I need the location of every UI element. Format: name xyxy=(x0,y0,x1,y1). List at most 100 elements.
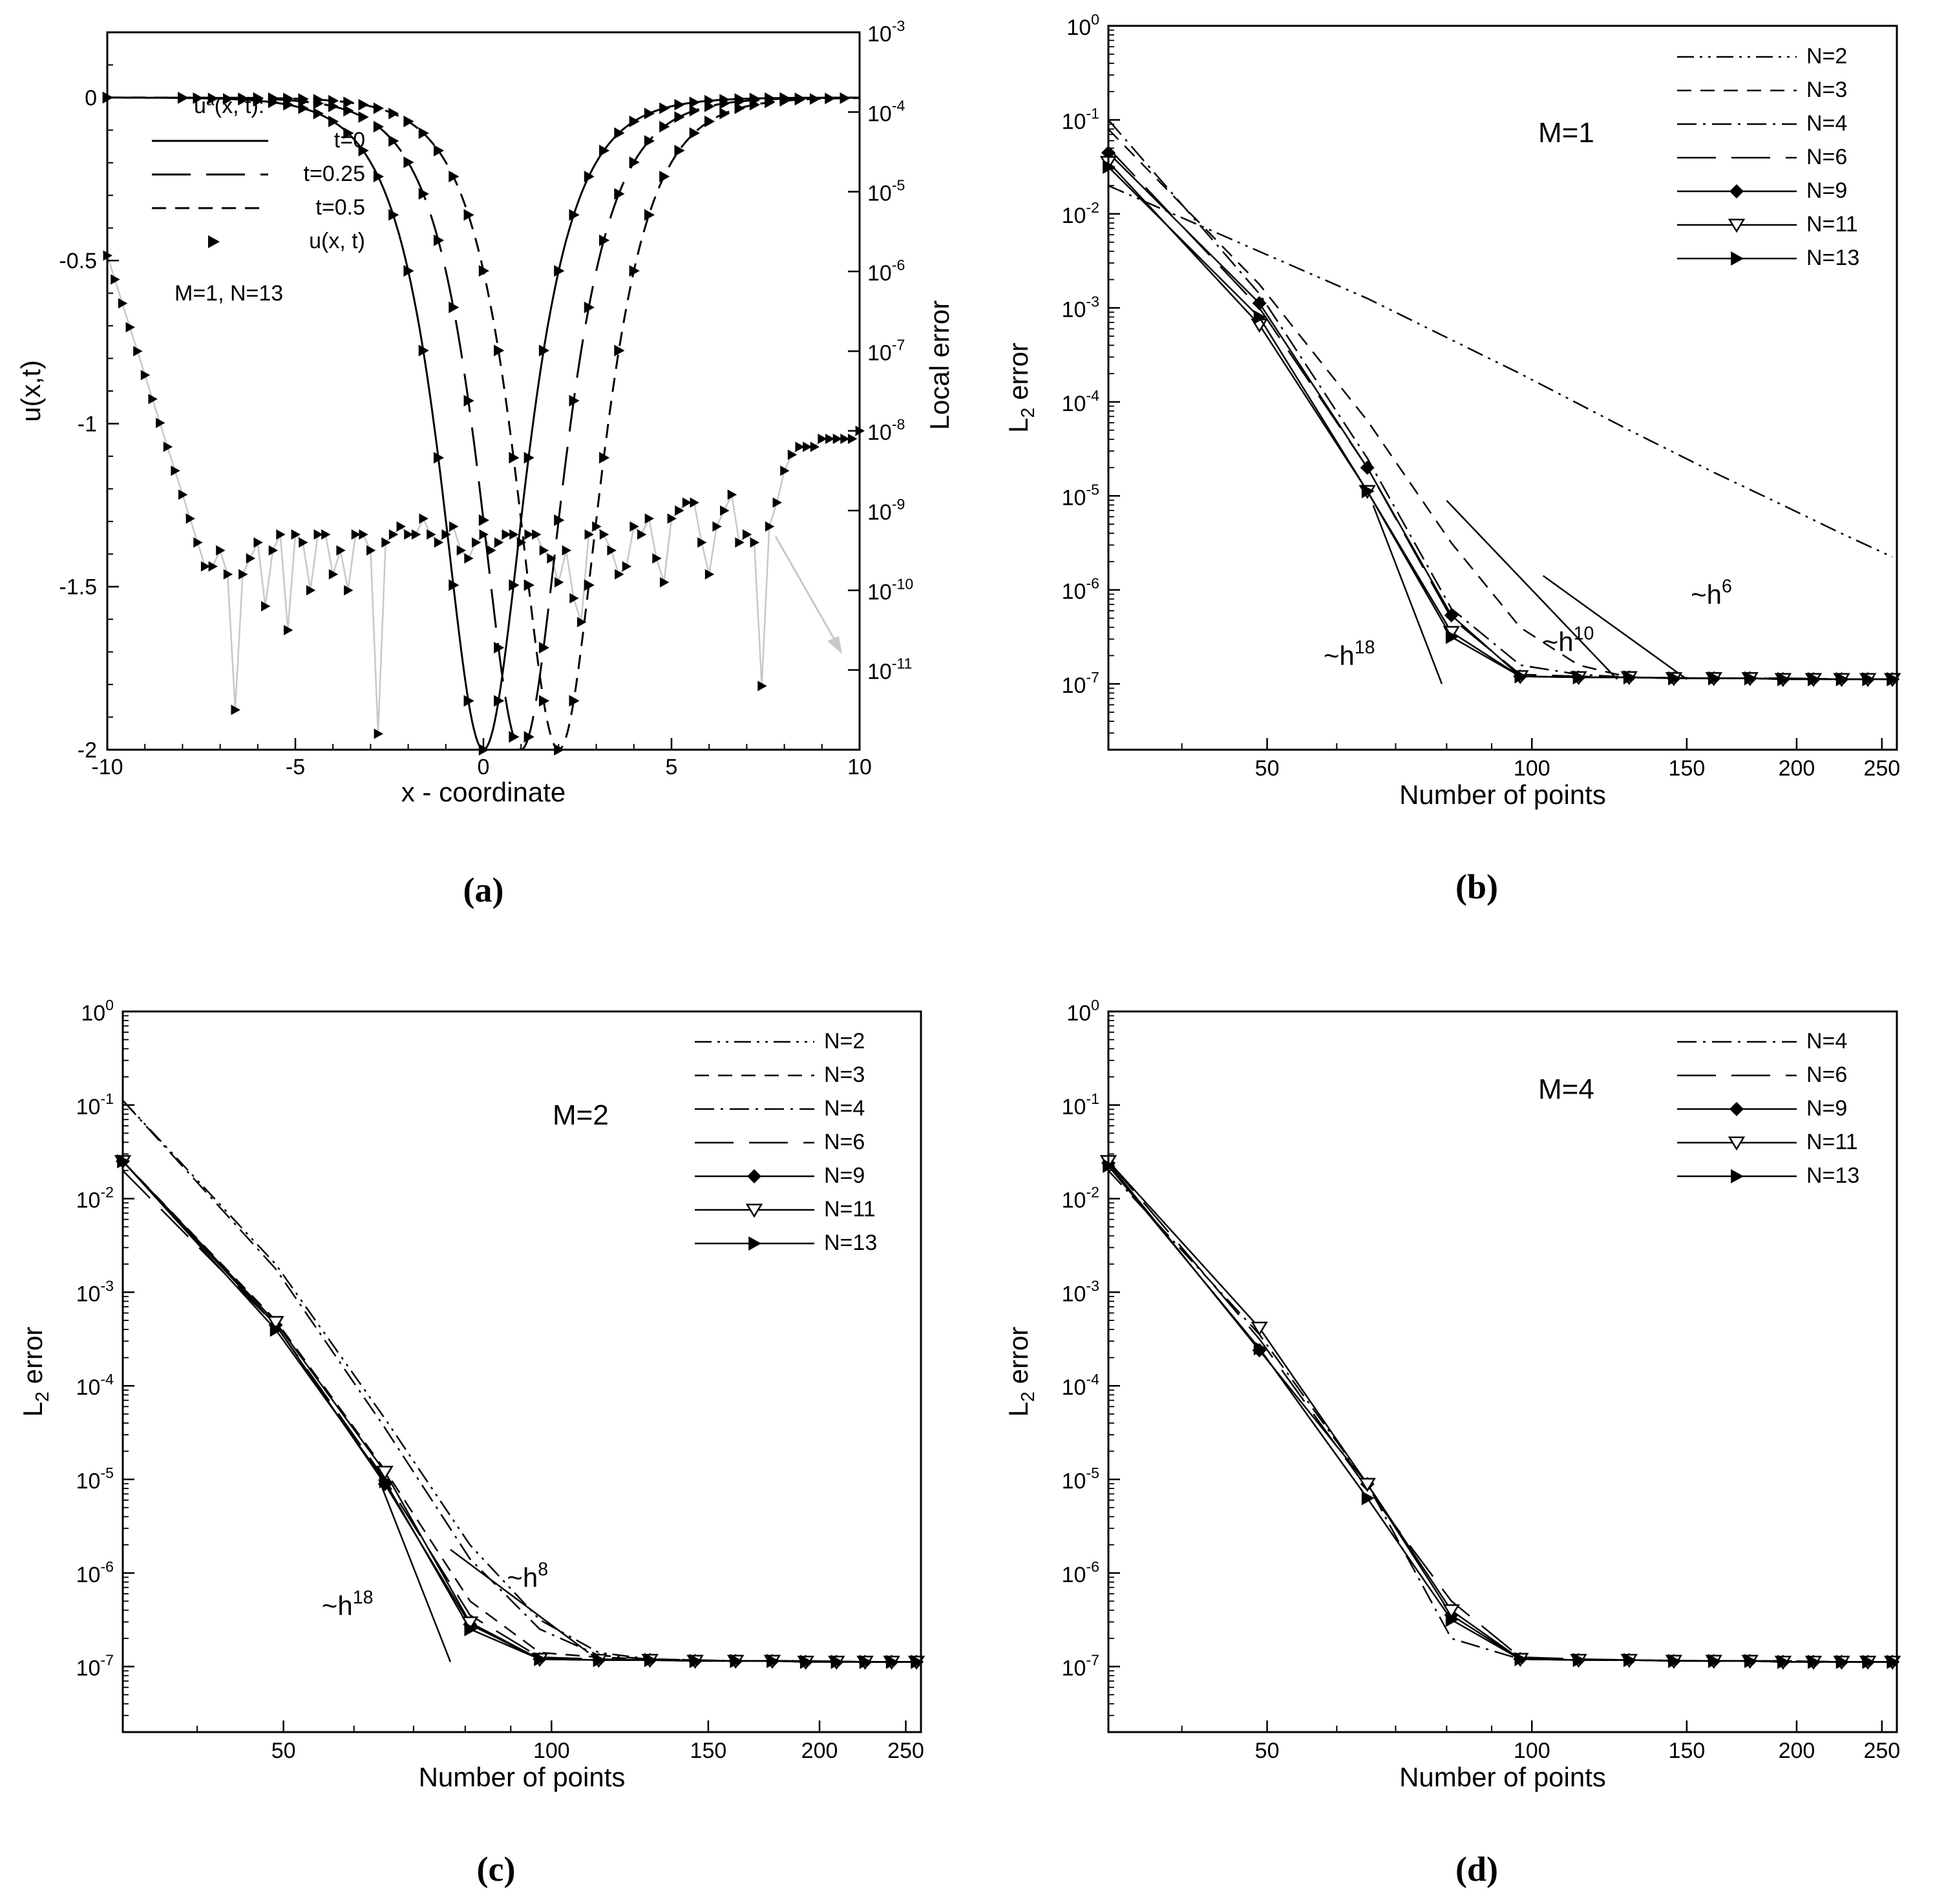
error-arrowhead xyxy=(827,636,842,654)
u-marker xyxy=(418,187,429,200)
legend-label: t=0.25 xyxy=(304,162,365,186)
series-marker-N=13 xyxy=(1777,1655,1790,1669)
y2-tick-label: 10-8 xyxy=(867,416,905,445)
x-tick-label: 150 xyxy=(1669,756,1706,781)
series-line-N=6 xyxy=(1108,147,1893,681)
local-error-marker xyxy=(487,545,496,556)
local-error-marker xyxy=(404,529,414,540)
local-error-marker xyxy=(524,529,534,540)
u-marker xyxy=(644,107,655,120)
u-marker xyxy=(463,395,474,407)
series-marker-N=11 xyxy=(376,1465,394,1480)
series-marker-N=11 xyxy=(1251,1321,1268,1336)
local-error-marker xyxy=(374,728,384,739)
local-error-marker xyxy=(299,537,308,548)
u-marker xyxy=(659,171,670,183)
series-marker-N=13 xyxy=(767,1653,779,1668)
series-marker-N=13 xyxy=(644,1653,657,1667)
local-error-marker xyxy=(757,681,767,692)
u-marker xyxy=(298,93,309,105)
series-line-N=6 xyxy=(1108,1160,1893,1663)
u-marker xyxy=(765,96,776,109)
u-marker xyxy=(494,344,505,357)
u-marker xyxy=(749,99,761,111)
x-axis-label: Number of points xyxy=(419,1762,626,1792)
legend-label: N=2 xyxy=(824,1029,865,1053)
x-tick-label: 150 xyxy=(1669,1739,1706,1763)
legend-label: N=13 xyxy=(824,1231,877,1255)
local-error-marker xyxy=(682,497,692,508)
local-error-marker xyxy=(388,529,399,540)
caption: (c) xyxy=(477,1850,516,1888)
u-marker xyxy=(629,265,640,277)
local-error-marker xyxy=(381,537,391,548)
x-tick-label: -5 xyxy=(286,755,305,779)
u-marker xyxy=(388,209,399,221)
y-tick-label: -2 xyxy=(78,738,97,763)
series-marker-N=13 xyxy=(1862,1655,1876,1669)
x-tick-label: 250 xyxy=(1863,1739,1900,1763)
local-error-marker xyxy=(539,545,549,556)
u-marker xyxy=(569,209,580,221)
u-marker xyxy=(403,115,414,127)
u-marker xyxy=(689,105,700,117)
local-error-marker xyxy=(396,521,406,532)
y-tick-label: 10-5 xyxy=(1062,1465,1099,1494)
local-error-marker xyxy=(502,529,511,540)
local-error-marker xyxy=(344,585,354,596)
u-marker xyxy=(328,115,339,127)
series-marker-N=13 xyxy=(885,1655,899,1669)
local-error-marker xyxy=(712,521,722,532)
local-error-marker xyxy=(832,434,843,444)
legend-label: N=9 xyxy=(1806,178,1847,203)
y2-tick-label: 10-7 xyxy=(867,336,905,365)
local-error-marker xyxy=(576,617,587,628)
local-error-marker xyxy=(584,529,594,540)
u-marker xyxy=(674,145,685,157)
x-tick-label: 100 xyxy=(1514,1739,1550,1763)
series-marker-N=13 xyxy=(1445,629,1459,644)
y2-tick-label: 10-11 xyxy=(867,655,913,684)
local-error-marker xyxy=(509,529,519,540)
u-marker xyxy=(403,156,414,169)
series-marker-N=13 xyxy=(799,1655,813,1669)
u-marker xyxy=(358,111,369,123)
local-error-marker xyxy=(328,569,339,580)
y2-tick-label: 10-9 xyxy=(867,496,905,525)
panel-b: ~h6 ~h10 ~h18 50 100 150 200 250 100 10-1 10-2 10-3… xyxy=(1003,11,1901,906)
legend-label: N=11 xyxy=(824,1197,876,1222)
local-error-marker xyxy=(434,537,444,548)
series-marker-N=13 xyxy=(1253,1341,1267,1356)
series-marker-N=13 xyxy=(911,1655,924,1669)
y-tick-label: 10-6 xyxy=(1062,575,1099,604)
series-marker-N=13 xyxy=(1862,672,1876,686)
series-line-N=2 xyxy=(1108,185,1893,558)
legend-label: N=4 xyxy=(1806,1029,1847,1053)
local-error-marker xyxy=(427,529,436,540)
y-tick-label: 10-7 xyxy=(1062,1652,1099,1681)
series-marker-N=13 xyxy=(1887,672,1900,686)
u-marker xyxy=(523,579,534,591)
u-marker xyxy=(554,514,565,526)
local-error-marker xyxy=(471,537,481,548)
x-axis-label: Number of points xyxy=(1399,779,1606,810)
y-tick-label: 10-1 xyxy=(76,1090,114,1119)
u-marker xyxy=(538,344,550,357)
reference-line xyxy=(450,1549,589,1653)
panel-title: M=4 xyxy=(1538,1074,1594,1105)
series-marker-N=13 xyxy=(1808,1655,1821,1669)
local-error-marker xyxy=(441,529,451,540)
series-line-N=9 xyxy=(1108,152,1893,681)
error-arrow xyxy=(774,536,841,650)
plot-frame xyxy=(1107,1010,1898,1733)
local-error-marker xyxy=(825,434,835,444)
u-marker xyxy=(463,695,474,707)
u-marker xyxy=(373,121,385,133)
legend-marker xyxy=(1729,184,1744,198)
u-marker xyxy=(794,94,805,106)
caption: (b) xyxy=(1455,867,1498,906)
y-tick-label: -1.5 xyxy=(59,575,97,600)
series-marker-N=13 xyxy=(1623,670,1636,684)
local-error-marker xyxy=(787,449,798,460)
local-error-marker xyxy=(366,545,376,556)
